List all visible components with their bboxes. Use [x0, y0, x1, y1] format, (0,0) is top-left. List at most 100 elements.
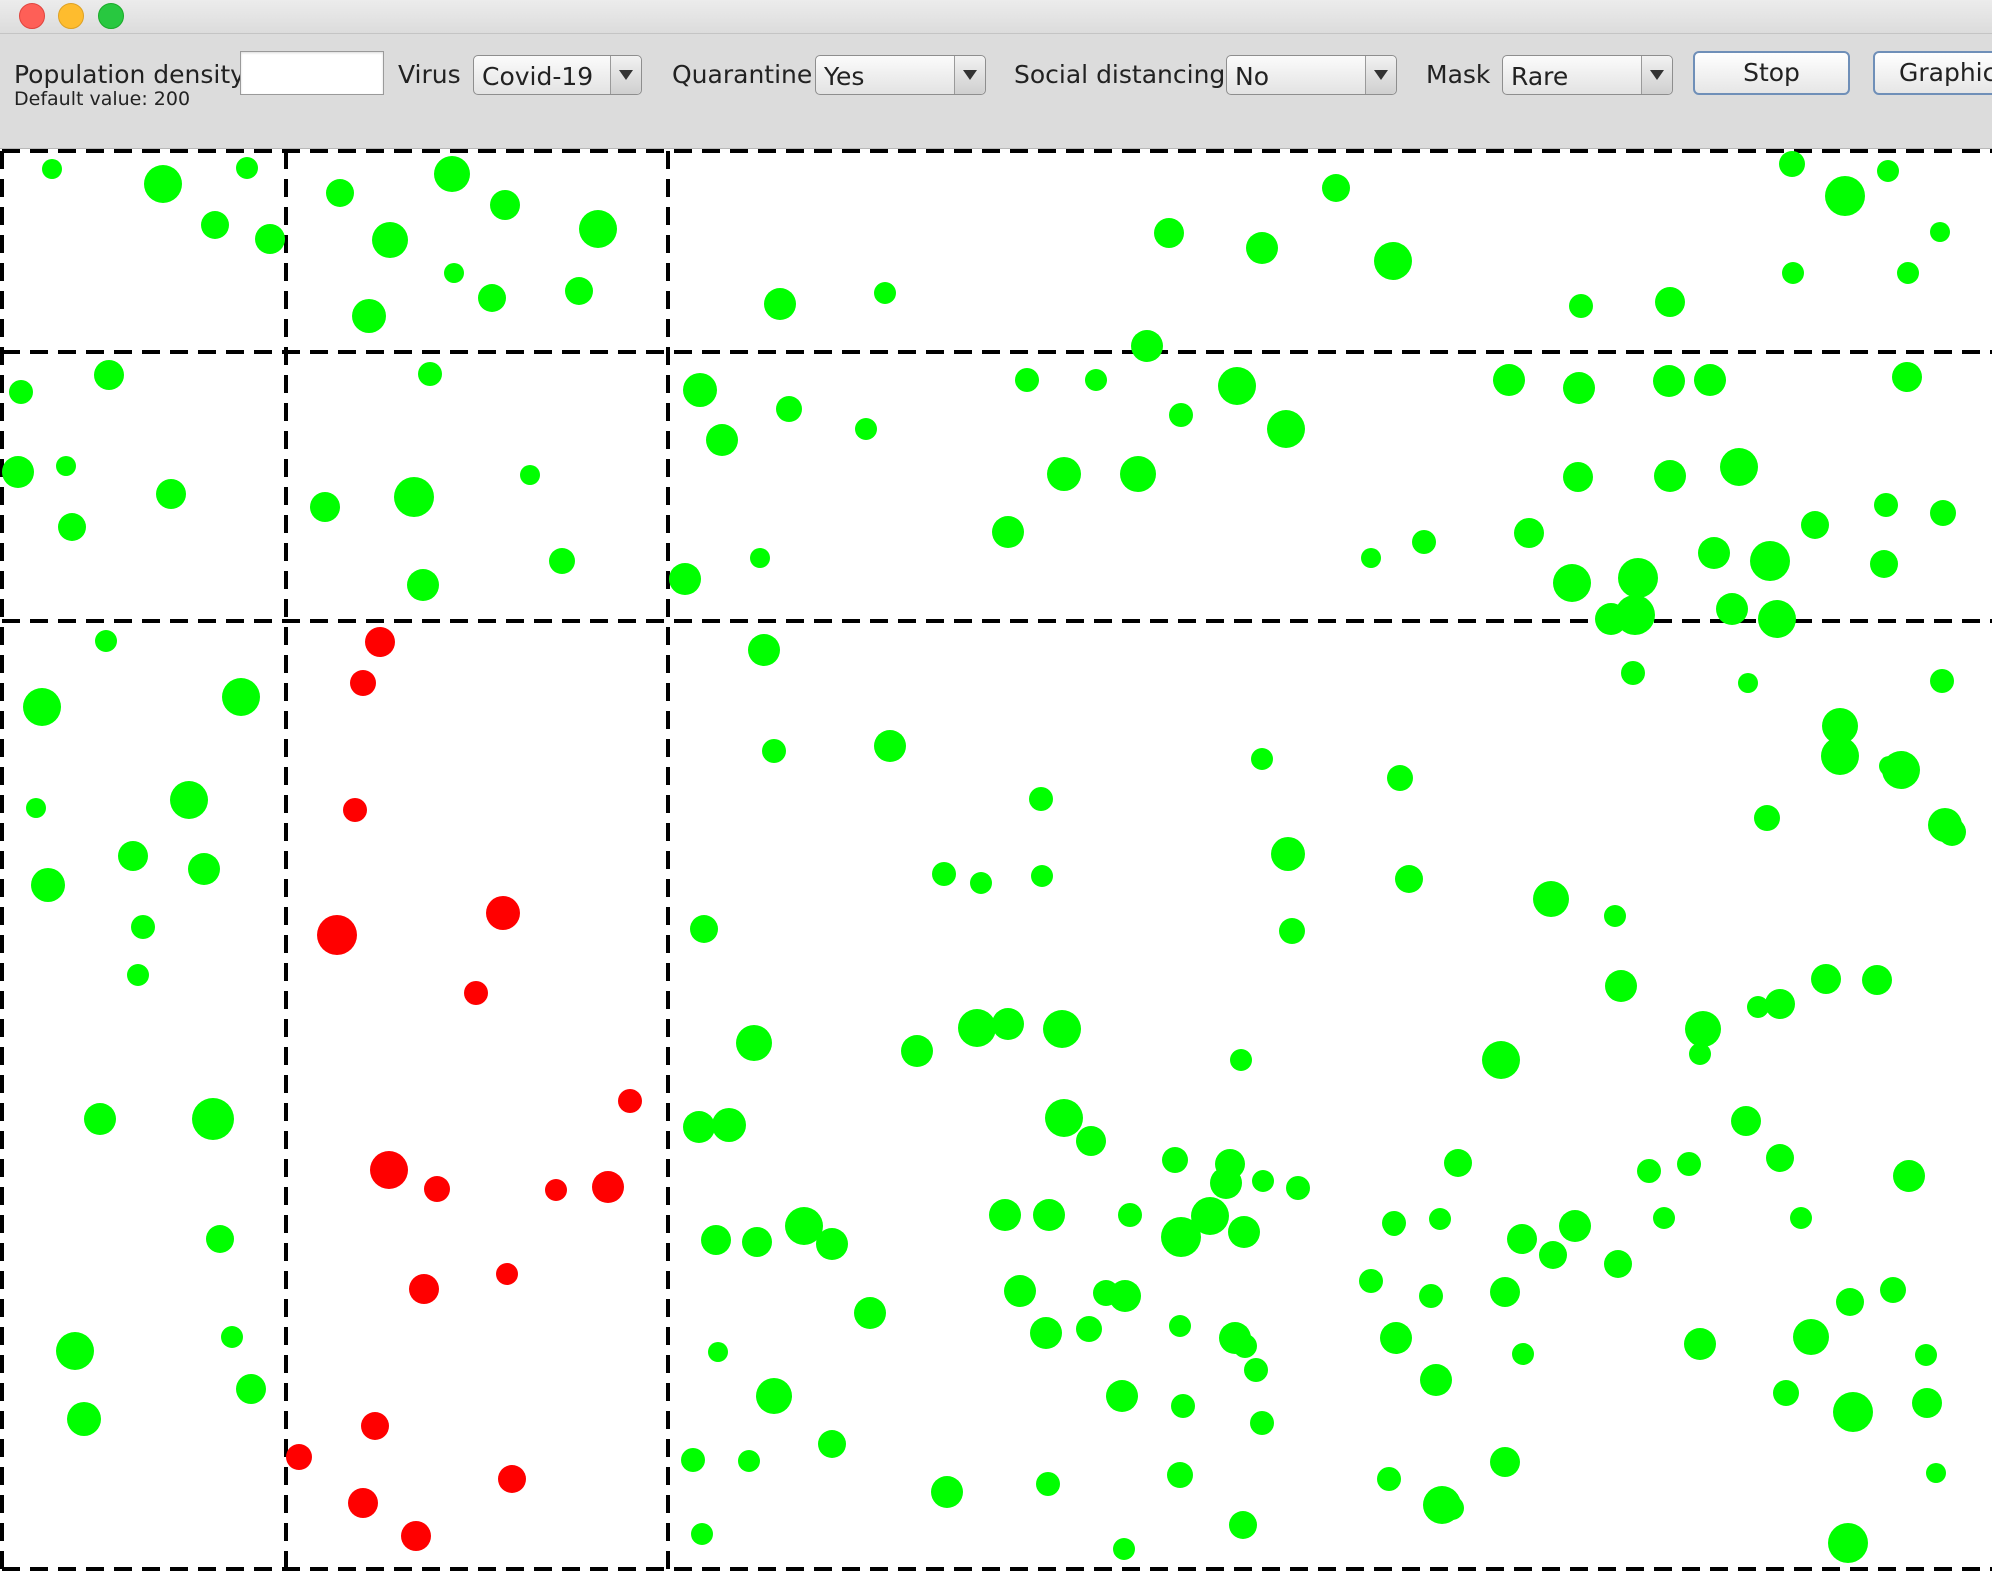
healthy-person-dot	[1731, 1106, 1761, 1136]
social-distancing-dropdown[interactable]: No	[1226, 55, 1397, 95]
healthy-person-dot	[1790, 1207, 1812, 1229]
healthy-person-dot	[1773, 1380, 1799, 1406]
healthy-person-dot	[236, 157, 258, 179]
healthy-person-dot	[1915, 1344, 1937, 1366]
infected-person-dot	[496, 1263, 518, 1285]
healthy-person-dot	[1374, 242, 1412, 280]
healthy-person-dot	[1604, 1250, 1632, 1278]
minimize-window-button[interactable]	[58, 3, 84, 29]
infected-person-dot	[361, 1412, 389, 1440]
virus-dropdown[interactable]: Covid-19	[473, 55, 642, 95]
infected-person-dot	[409, 1274, 439, 1304]
healthy-person-dot	[1833, 1392, 1873, 1432]
healthy-person-dot	[1215, 1149, 1245, 1179]
healthy-person-dot	[1677, 1152, 1701, 1176]
infected-person-dot	[486, 896, 520, 930]
healthy-person-dot	[1604, 905, 1626, 927]
healthy-person-dot	[444, 263, 464, 283]
healthy-person-dot	[1821, 737, 1859, 775]
healthy-person-dot	[1154, 218, 1184, 248]
healthy-person-dot	[683, 373, 717, 407]
healthy-person-dot	[95, 630, 117, 652]
chevron-down-icon	[963, 70, 977, 80]
healthy-person-dot	[222, 678, 260, 716]
healthy-person-dot	[310, 492, 340, 522]
healthy-person-dot	[1113, 1538, 1135, 1560]
healthy-person-dot	[188, 853, 220, 885]
healthy-person-dot	[434, 156, 470, 192]
healthy-person-dot	[1120, 456, 1156, 492]
healthy-person-dot	[1359, 1269, 1383, 1293]
healthy-person-dot	[1926, 1463, 1946, 1483]
infected-person-dot	[545, 1179, 567, 1201]
healthy-person-dot	[1618, 558, 1658, 598]
population-density-input[interactable]	[240, 51, 384, 95]
healthy-person-dot	[1811, 964, 1841, 994]
quarantine-dropdown-arrow[interactable]	[954, 56, 985, 94]
healthy-person-dot	[1383, 1214, 1405, 1236]
close-window-button[interactable]	[19, 3, 45, 29]
healthy-person-dot	[764, 288, 796, 320]
healthy-person-dot	[1766, 1144, 1794, 1172]
healthy-person-dot	[1539, 1241, 1567, 1269]
healthy-person-dot	[1076, 1316, 1102, 1342]
healthy-person-dot	[1912, 1388, 1942, 1418]
stop-button[interactable]: Stop	[1693, 51, 1850, 95]
window-titlebar	[0, 0, 1992, 34]
healthy-person-dot	[407, 569, 439, 601]
virus-dropdown-arrow[interactable]	[610, 56, 641, 94]
healthy-person-dot	[1897, 262, 1919, 284]
healthy-person-dot	[1490, 1277, 1520, 1307]
healthy-person-dot	[549, 548, 575, 574]
quarantine-dropdown[interactable]: Yes	[815, 55, 986, 95]
healthy-person-dot	[1036, 1472, 1060, 1496]
virus-selected-value: Covid-19	[482, 62, 594, 91]
healthy-person-dot	[1930, 669, 1954, 693]
healthy-person-dot	[579, 210, 617, 248]
healthy-person-dot	[958, 1009, 996, 1047]
healthy-person-dot	[1219, 1322, 1251, 1354]
graphics-button[interactable]: Graphic	[1873, 51, 1992, 95]
mask-dropdown-arrow[interactable]	[1641, 56, 1672, 94]
healthy-person-dot	[56, 1332, 94, 1370]
healthy-person-dot	[1031, 865, 1053, 887]
healthy-person-dot	[1877, 160, 1899, 182]
healthy-person-dot	[26, 798, 46, 818]
healthy-person-dot	[1420, 1364, 1452, 1396]
healthy-person-dot	[669, 563, 701, 595]
healthy-person-dot	[1716, 593, 1748, 625]
healthy-person-dot	[1131, 330, 1163, 362]
healthy-person-dot	[1822, 708, 1858, 744]
healthy-person-dot	[1684, 1328, 1716, 1360]
healthy-person-dot	[854, 1297, 886, 1329]
healthy-person-dot	[1754, 805, 1780, 831]
healthy-person-dot	[1169, 403, 1193, 427]
healthy-person-dot	[520, 465, 540, 485]
quarantine-label: Quarantine	[672, 60, 813, 89]
healthy-person-dot	[1250, 1411, 1274, 1435]
zoom-window-button[interactable]	[98, 3, 124, 29]
healthy-person-dot	[1377, 1467, 1401, 1491]
social-distancing-dropdown-arrow[interactable]	[1365, 56, 1396, 94]
healthy-person-dot	[1563, 462, 1593, 492]
healthy-person-dot	[708, 1342, 728, 1362]
healthy-person-dot	[1825, 176, 1865, 216]
simulation-canvas	[0, 149, 1992, 1572]
healthy-person-dot	[1533, 881, 1569, 917]
healthy-person-dot	[1322, 174, 1350, 202]
healthy-person-dot	[1429, 1208, 1451, 1230]
infected-person-dot	[365, 627, 395, 657]
social-distancing-label: Social distancing	[1014, 60, 1226, 89]
healthy-person-dot	[1758, 600, 1796, 638]
healthy-person-dot	[1029, 787, 1053, 811]
healthy-person-dot	[1228, 1216, 1260, 1248]
healthy-person-dot	[1118, 1203, 1142, 1227]
controls-toolbar: Population density Default value: 200 Vi…	[0, 34, 1992, 149]
quarantine-selected-value: Yes	[824, 62, 865, 91]
healthy-person-dot	[931, 1476, 963, 1508]
chevron-down-icon	[619, 70, 633, 80]
healthy-person-dot	[1043, 1010, 1081, 1048]
healthy-person-dot	[1720, 448, 1758, 486]
healthy-person-dot	[1169, 1315, 1191, 1337]
mask-dropdown[interactable]: Rare	[1502, 55, 1673, 95]
